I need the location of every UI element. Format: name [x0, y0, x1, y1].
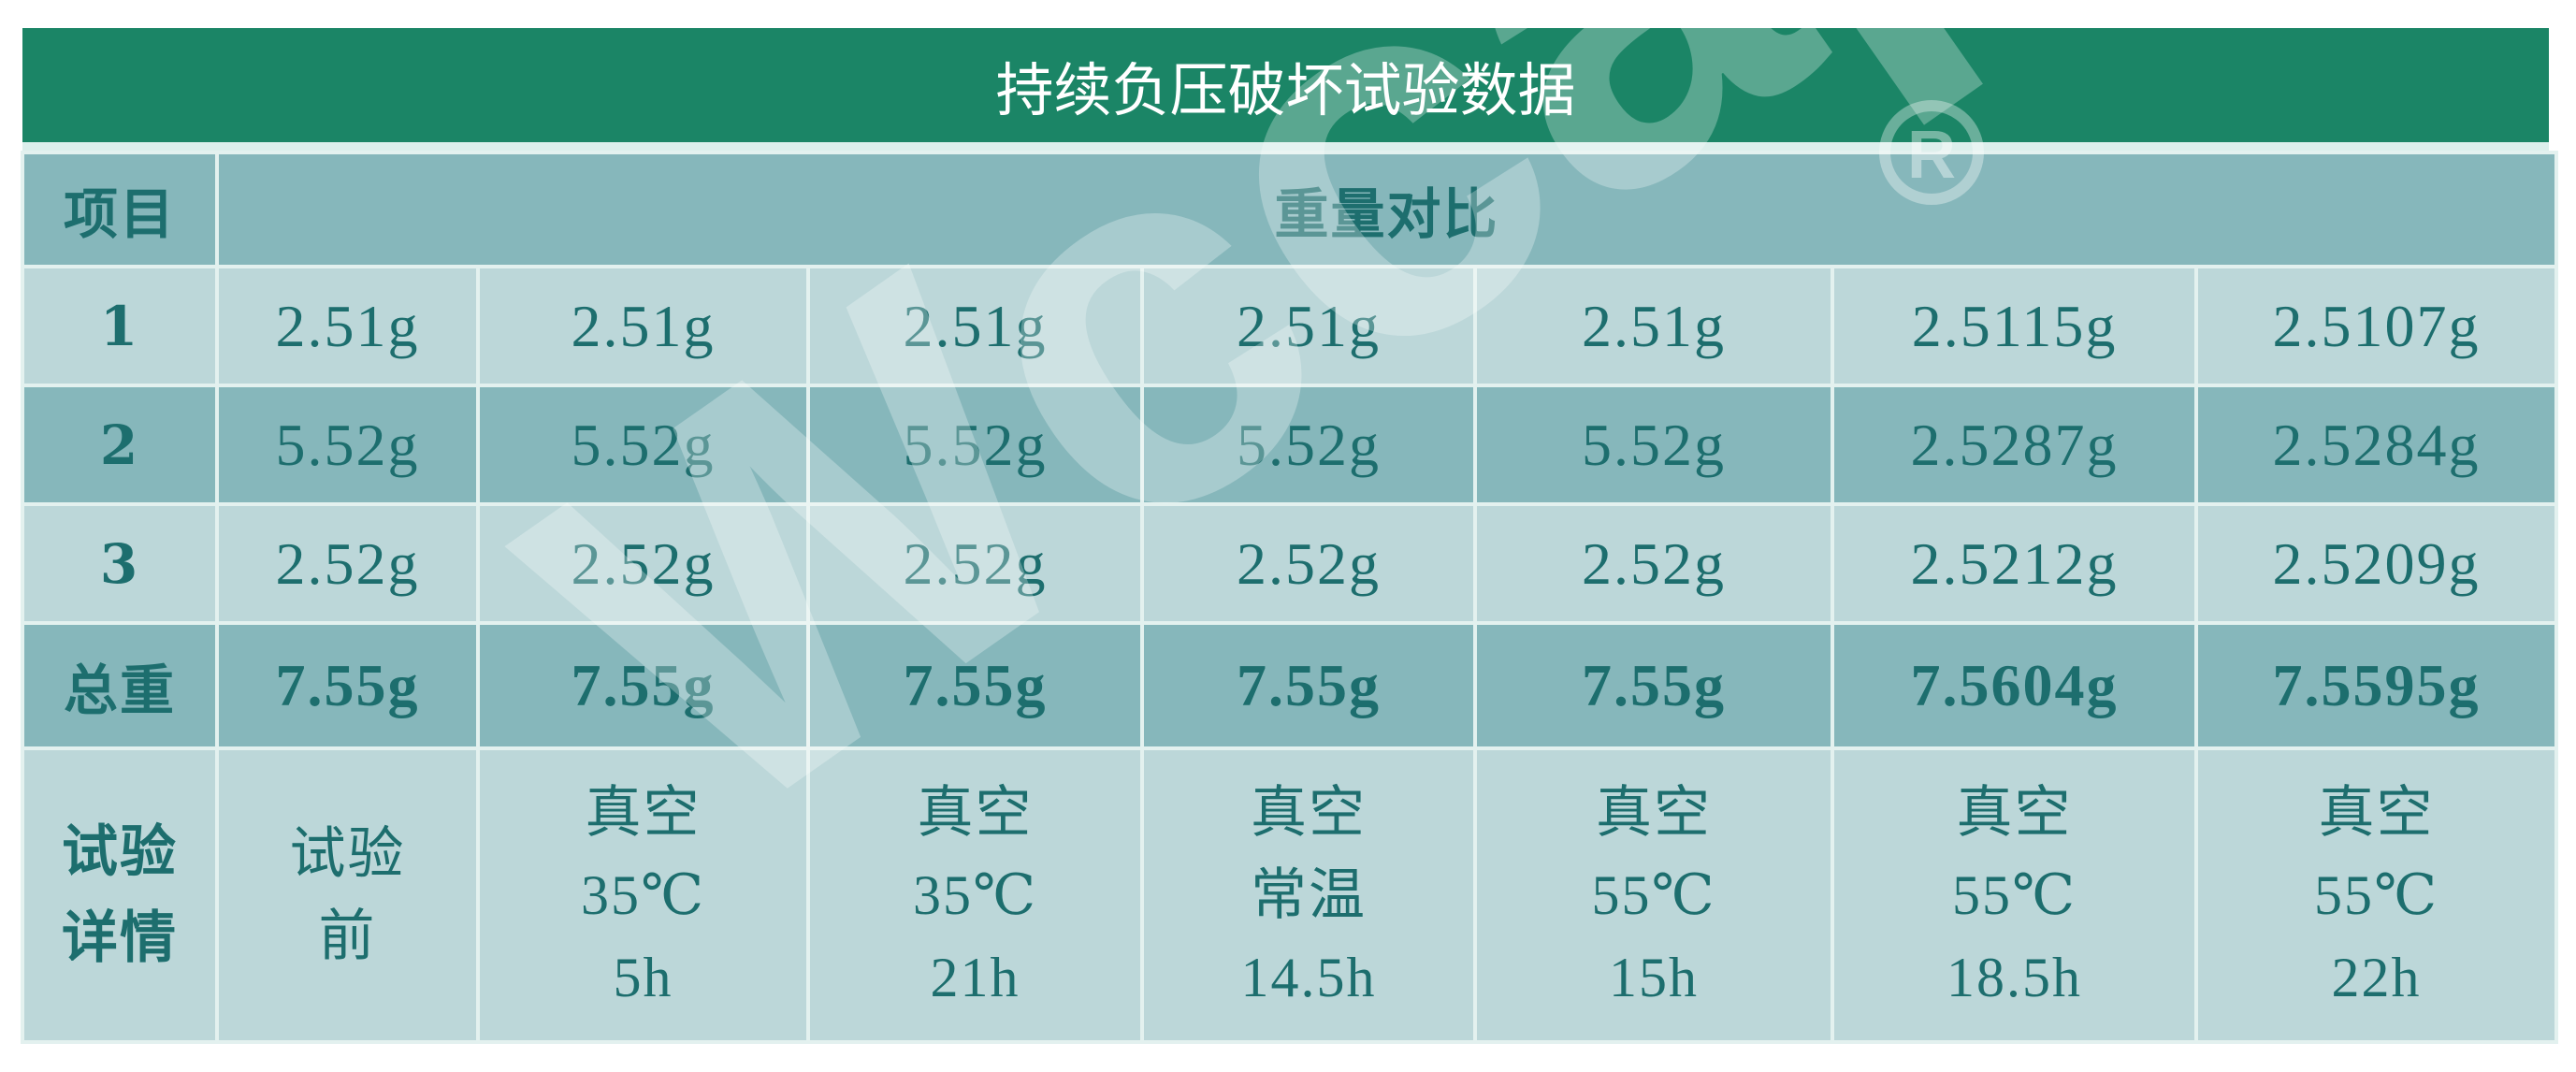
weight-cell: 2.51g [1477, 268, 1831, 384]
details-cell: 真空 55℃ 22h [2198, 750, 2554, 1040]
total-cell: 7.5604g [1834, 625, 2194, 746]
total-cell: 7.55g [219, 625, 476, 746]
details-line: 21h [930, 947, 1020, 1008]
compare-header: 重量对比 [219, 154, 2554, 265]
details-cell: 真空 35℃ 21h [810, 750, 1140, 1040]
weight-cell: 2.51g [1144, 268, 1473, 384]
total-label: 总重 [24, 625, 215, 746]
weight-cell: 2.52g [810, 506, 1140, 621]
total-cell: 7.55g [1477, 625, 1831, 746]
details-cell: 试验前 [219, 750, 476, 1040]
details-line: 18.5h [1946, 947, 2082, 1008]
weight-cell: 2.5209g [2198, 506, 2554, 621]
weight-comparison-table: 项目 重量对比 1 2.51g 2.51g 2.51g 2.51g 2.51g 2.5115… [21, 151, 2558, 1044]
header-row: 项目 重量对比 [24, 154, 2554, 265]
total-row: 总重 7.55g 7.55g 7.55g 7.55g 7.55g 7.5604g… [24, 625, 2554, 746]
details-cell: 真空常温 14.5h [1144, 750, 1473, 1040]
details-line: 前 [318, 905, 377, 967]
details-line: 55℃ [2313, 864, 2439, 926]
weight-cell: 5.52g [219, 387, 476, 502]
total-cell: 7.55g [810, 625, 1140, 746]
details-line: 真空 [2318, 782, 2435, 844]
details-line: 常温 [1251, 864, 1367, 926]
table-row: 1 2.51g 2.51g 2.51g 2.51g 2.51g 2.5115g 2.5107g [24, 268, 2554, 384]
weight-cell: 5.52g [810, 387, 1140, 502]
details-line: 55℃ [1951, 864, 2077, 926]
details-line: 试验 [289, 823, 406, 885]
details-row: 试验 详情 试验前 真空 35℃ 5h 真空 35℃ 21h 真空常温 14.5h 真空 55℃ 15… [24, 750, 2554, 1040]
item-header: 项目 [24, 154, 215, 265]
details-line: 真空 [1596, 782, 1712, 844]
weight-cell: 2.52g [480, 506, 806, 621]
details-line: 35℃ [580, 864, 706, 926]
row-label: 2 [24, 387, 215, 502]
weight-cell: 2.52g [1477, 506, 1831, 621]
weight-cell: 2.52g [219, 506, 476, 621]
details-line: 真空 [1251, 782, 1367, 844]
row-label: 3 [24, 506, 215, 621]
details-line: 22h [2331, 947, 2422, 1008]
weight-cell: 2.5107g [2198, 268, 2554, 384]
weight-cell: 2.5287g [1834, 387, 2194, 502]
details-line: 5h [613, 947, 673, 1008]
table-row: 2 5.52g 5.52g 5.52g 5.52g 5.52g 2.5287g 2.5284g [24, 387, 2554, 502]
weight-cell: 2.5284g [2198, 387, 2554, 502]
weight-cell: 5.52g [1477, 387, 1831, 502]
details-cell: 真空 55℃ 18.5h [1834, 750, 2194, 1040]
details-cell: 真空 55℃ 15h [1477, 750, 1831, 1040]
details-label: 试验 详情 [24, 750, 215, 1040]
weight-cell: 2.5115g [1834, 268, 2194, 384]
details-label-line: 试验 [62, 819, 178, 885]
table-title: 持续负压破坏试验数据 [22, 28, 2549, 142]
weight-cell: 2.5212g [1834, 506, 2194, 621]
table-row: 3 2.52g 2.52g 2.52g 2.52g 2.52g 2.5212g 2.5209g [24, 506, 2554, 621]
details-cell: 真空 35℃ 5h [480, 750, 806, 1040]
row-label: 1 [24, 268, 215, 384]
details-line: 15h [1609, 947, 1699, 1008]
total-cell: 7.5595g [2198, 625, 2554, 746]
total-cell: 7.55g [480, 625, 806, 746]
details-line: 真空 [917, 782, 1034, 844]
weight-cell: 5.52g [480, 387, 806, 502]
weight-cell: 2.51g [480, 268, 806, 384]
total-cell: 7.55g [1144, 625, 1473, 746]
details-line: 35℃ [912, 864, 1038, 926]
details-line: 55℃ [1591, 864, 1716, 926]
weight-cell: 2.51g [219, 268, 476, 384]
weight-cell: 5.52g [1144, 387, 1473, 502]
weight-cell: 2.52g [1144, 506, 1473, 621]
weight-cell: 2.51g [810, 268, 1140, 384]
details-line: 真空 [585, 782, 702, 844]
details-line: 真空 [1956, 782, 2073, 844]
details-line: 14.5h [1240, 947, 1377, 1008]
details-label-line: 详情 [62, 905, 178, 971]
